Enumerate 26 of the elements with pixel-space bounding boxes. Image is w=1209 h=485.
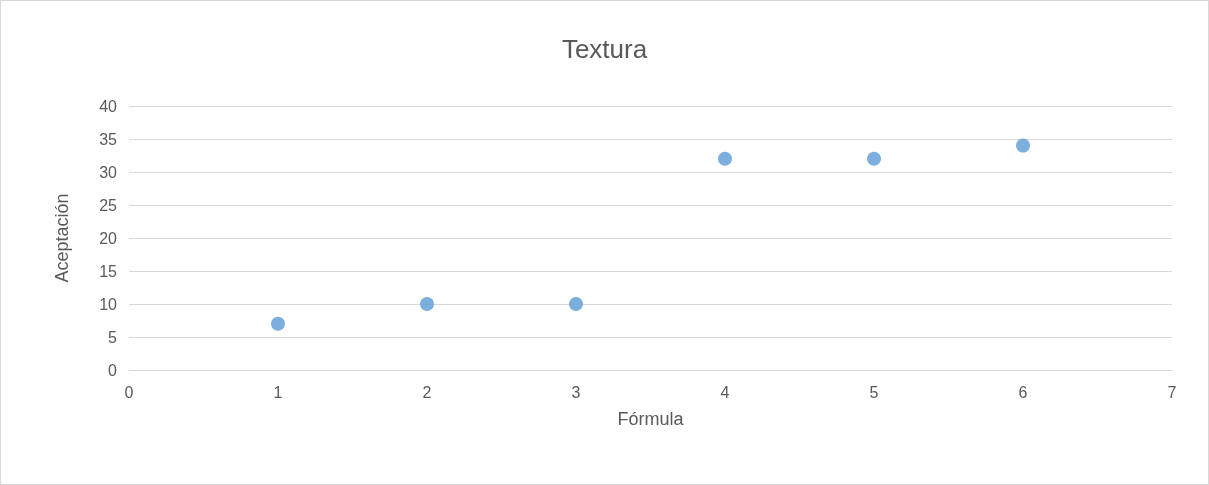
- point: [867, 151, 881, 166]
- chart-title: Textura: [561, 34, 648, 64]
- y-tick-label: 35: [99, 130, 118, 148]
- y-tick-label: 5: [108, 328, 118, 346]
- y-tick-label: 25: [99, 196, 118, 214]
- point: [718, 151, 732, 166]
- x-axis-title: Fórmula: [617, 409, 685, 429]
- x-tick-label: 1: [273, 383, 283, 401]
- x-tick-label: 5: [869, 383, 879, 401]
- point: [271, 316, 285, 331]
- y-tick-label: 0: [108, 361, 118, 379]
- x-tick-label: 4: [720, 383, 730, 401]
- point: [569, 297, 583, 311]
- x-tick-label: 7: [1167, 383, 1177, 401]
- x-tick-label: 2: [422, 383, 432, 401]
- y-axis-title: Aceptación: [52, 193, 72, 283]
- y-tick-label: 20: [99, 229, 118, 247]
- x-tick-label: 3: [571, 383, 581, 401]
- y-tick-label: 15: [99, 262, 118, 280]
- y-tick-label: 40: [99, 97, 118, 115]
- y-tick-label: 10: [99, 295, 118, 313]
- x-tick-label: 0: [124, 383, 134, 401]
- point: [1016, 138, 1030, 153]
- x-tick-label: 6: [1018, 383, 1028, 401]
- y-tick-label: 30: [99, 163, 118, 181]
- point: [420, 297, 434, 311]
